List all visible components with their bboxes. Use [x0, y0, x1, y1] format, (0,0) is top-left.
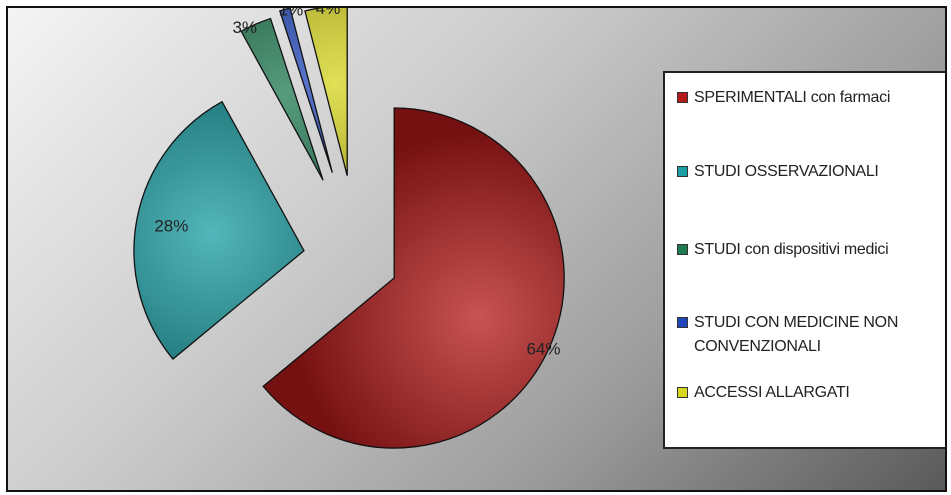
pie-label-5: 4% — [316, 8, 341, 18]
pie-slice-1 — [262, 107, 565, 449]
pie-slice-4 — [278, 8, 333, 173]
pie-label-1: 64% — [526, 339, 560, 358]
legend-label-osservazionali: STUDI OSSERVAZIONALI — [694, 163, 879, 180]
legend-swatch-dispositivi — [677, 244, 688, 255]
pie-chart: 64% 28% 3% 1% 4% — [133, 8, 565, 449]
pie-label-2: 28% — [154, 216, 188, 235]
pie-label-4: 1% — [279, 8, 304, 19]
legend-swatch-medicine-non-convenzionali — [677, 317, 688, 328]
pie-label-3: 3% — [232, 18, 257, 37]
legend-label-dispositivi: STUDI con dispositivi medici — [694, 241, 889, 258]
pie-slice-5 — [304, 8, 348, 176]
legend-label-accessi-allargati: ACCESSI ALLARGATI — [694, 384, 850, 401]
legend-label-medicine-non-convenzionali: STUDI CON MEDICINE NON CONVENZIONALI — [694, 314, 899, 355]
pie-slice-2 — [133, 100, 305, 360]
chart-area: 64% 28% 3% 1% 4% SPERIMENTALI con farmaci ST… — [6, 6, 947, 492]
pie-slice-3 — [240, 17, 324, 181]
legend-swatch-accessi-allargati — [677, 387, 688, 398]
legend-label-sperimentali: SPERIMENTALI con farmaci — [694, 89, 891, 106]
legend-swatch-osservazionali — [677, 166, 688, 177]
legend-swatch-sperimentali — [677, 92, 688, 103]
chart-legend: SPERIMENTALI con farmaci STUDI OSSERVAZI… — [663, 71, 945, 449]
